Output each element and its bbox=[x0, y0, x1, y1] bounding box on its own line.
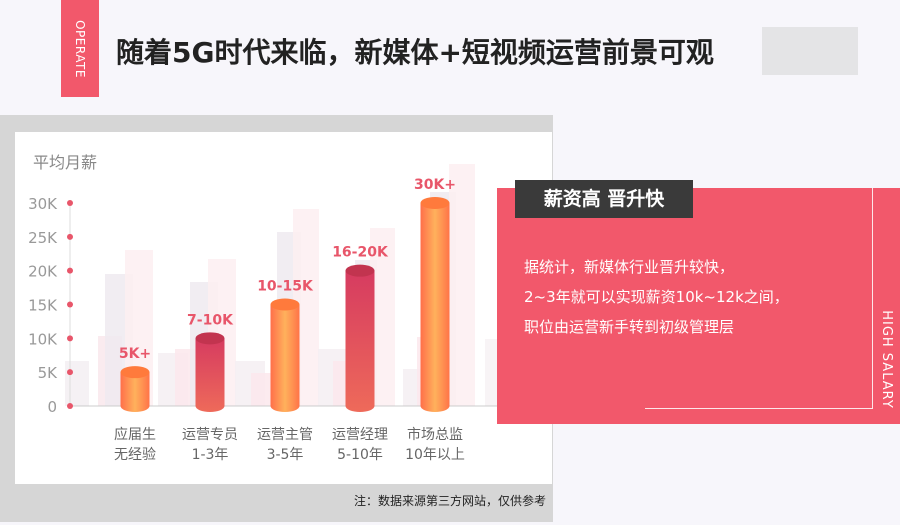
info-text: 据统计，新媒体行业晋升较快， 2~3年就可以实现薪资10k~12k之间， 职位由… bbox=[524, 252, 864, 342]
bar-cap-3 bbox=[270, 298, 300, 311]
y-tick-label: 10K bbox=[28, 330, 58, 348]
x-tick-label: 运营主管 bbox=[257, 427, 313, 443]
salary-chart: 05K10K15K20K25K30K平均月薪工龄5K+应届生无经验7-10K运营… bbox=[28, 153, 534, 463]
y-tick-label: 5K bbox=[38, 364, 59, 382]
decor-block bbox=[449, 164, 475, 406]
chart-card: 05K10K15K20K25K30K平均月薪工龄5K+应届生无经验7-10K运营… bbox=[15, 132, 552, 484]
data-label-3: 10-15K bbox=[257, 279, 314, 295]
bar-cap-2 bbox=[195, 332, 225, 345]
operate-tag-text: OPERATE bbox=[73, 19, 87, 78]
info-panel-hline bbox=[645, 408, 873, 409]
info-panel-vline bbox=[872, 188, 873, 408]
y-tick-dot bbox=[67, 267, 73, 274]
data-label-4: 16-20K bbox=[332, 245, 389, 261]
x-tick-sublabel: 无经验 bbox=[114, 447, 156, 463]
source-note: 注：数据来源第三方网站，仅供参考 bbox=[353, 494, 546, 508]
y-tick-label: 15K bbox=[28, 297, 58, 315]
y-tick-label: 0 bbox=[47, 398, 57, 416]
bar-5 bbox=[420, 203, 450, 412]
x-tick-sublabel: 5-10年 bbox=[337, 447, 383, 463]
x-tick-sublabel: 3-5年 bbox=[267, 447, 304, 463]
x-tick-sublabel: 10年以上 bbox=[405, 447, 465, 463]
x-tick-label: 运营专员 bbox=[182, 427, 238, 443]
y-tick-label: 30K bbox=[28, 195, 58, 213]
info-line: 2~3年就可以实现薪资10k~12k之间， bbox=[524, 288, 789, 306]
title-highlight bbox=[762, 27, 858, 75]
bar-cap-1 bbox=[120, 366, 150, 379]
page-title: 随着5G时代来临，新媒体+短视频运营前景可观 bbox=[116, 36, 714, 69]
y-tick-dot bbox=[67, 200, 73, 206]
bar-4 bbox=[345, 270, 375, 412]
y-tick-dot bbox=[67, 403, 73, 409]
operate-side-tag: OPERATE bbox=[61, 0, 99, 97]
data-label-5: 30K+ bbox=[414, 177, 456, 193]
y-axis-title: 平均月薪 bbox=[33, 153, 97, 172]
y-tick-dot bbox=[67, 369, 73, 376]
bar-3 bbox=[270, 304, 300, 412]
data-label-1: 5K+ bbox=[119, 346, 151, 362]
decor-block bbox=[65, 361, 89, 406]
high-salary-label: HIGH SALARY bbox=[874, 300, 898, 418]
info-line: 职位由运营新手转到初级管理层 bbox=[524, 318, 735, 336]
info-tag: 薪资高 晋升快 bbox=[515, 180, 693, 218]
bar-1 bbox=[120, 372, 150, 412]
chart-labels: 05K10K15K20K25K30K平均月薪工龄5K+应届生无经验7-10K运营… bbox=[28, 153, 534, 463]
data-label-2: 7-10K bbox=[187, 312, 234, 328]
y-tick-label: 20K bbox=[28, 263, 58, 281]
y-tick-dot bbox=[67, 335, 73, 342]
info-line: 据统计，新媒体行业晋升较快， bbox=[524, 258, 735, 276]
y-tick-label: 25K bbox=[28, 229, 58, 247]
y-tick-dot bbox=[67, 233, 73, 240]
bar-cap-4 bbox=[345, 264, 375, 277]
x-tick-label: 运营经理 bbox=[332, 427, 388, 443]
bar-2 bbox=[195, 338, 225, 412]
bar-cap-5 bbox=[420, 197, 450, 209]
high-salary-text: HIGH SALARY bbox=[878, 309, 894, 409]
x-tick-label: 应届生 bbox=[114, 426, 156, 443]
chart-bars bbox=[120, 197, 450, 412]
x-tick-sublabel: 1-3年 bbox=[192, 447, 229, 463]
info-panel bbox=[497, 188, 900, 424]
y-tick-dot bbox=[67, 301, 73, 308]
x-tick-label: 市场总监 bbox=[407, 426, 463, 443]
